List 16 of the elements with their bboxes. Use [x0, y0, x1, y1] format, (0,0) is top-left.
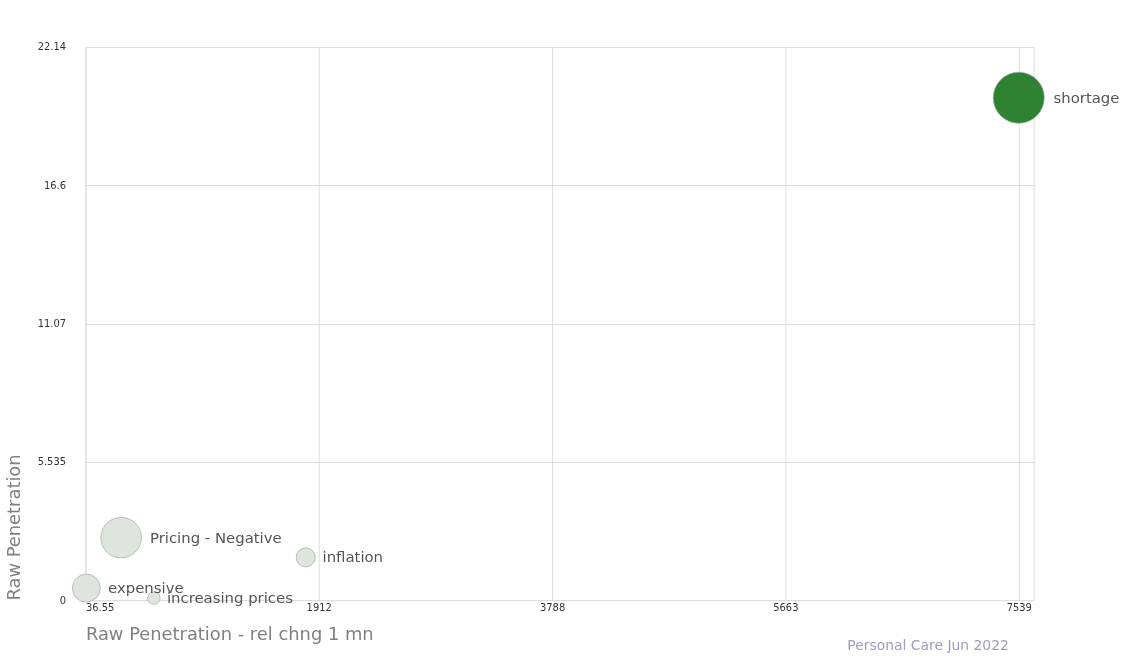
x-axis-title: Raw Penetration - rel chng 1 mn	[85, 623, 374, 645]
text: Personal Care Jun 2022	[847, 636, 1009, 653]
x-tick-label: 5663	[773, 601, 799, 613]
x-tick-label: 7539	[1006, 601, 1032, 613]
x-tick-label: 1912	[306, 601, 332, 613]
y-tick-label: 16.6	[43, 179, 67, 191]
y-tick-label: 5.535	[37, 456, 67, 468]
series-label: inflation	[322, 548, 384, 567]
series-label: Pricing - Negative	[149, 528, 282, 547]
y-tick-label: 22.14	[37, 41, 67, 53]
y-axis-title: Raw Penetration	[2, 454, 24, 601]
y-tick-label: 0	[59, 594, 67, 606]
series-label: shortage	[1053, 88, 1120, 107]
y-tick-label: 11.07	[37, 318, 67, 330]
x-tick-label: 36.55	[85, 601, 115, 613]
x-tick-label: 3788	[539, 601, 566, 613]
